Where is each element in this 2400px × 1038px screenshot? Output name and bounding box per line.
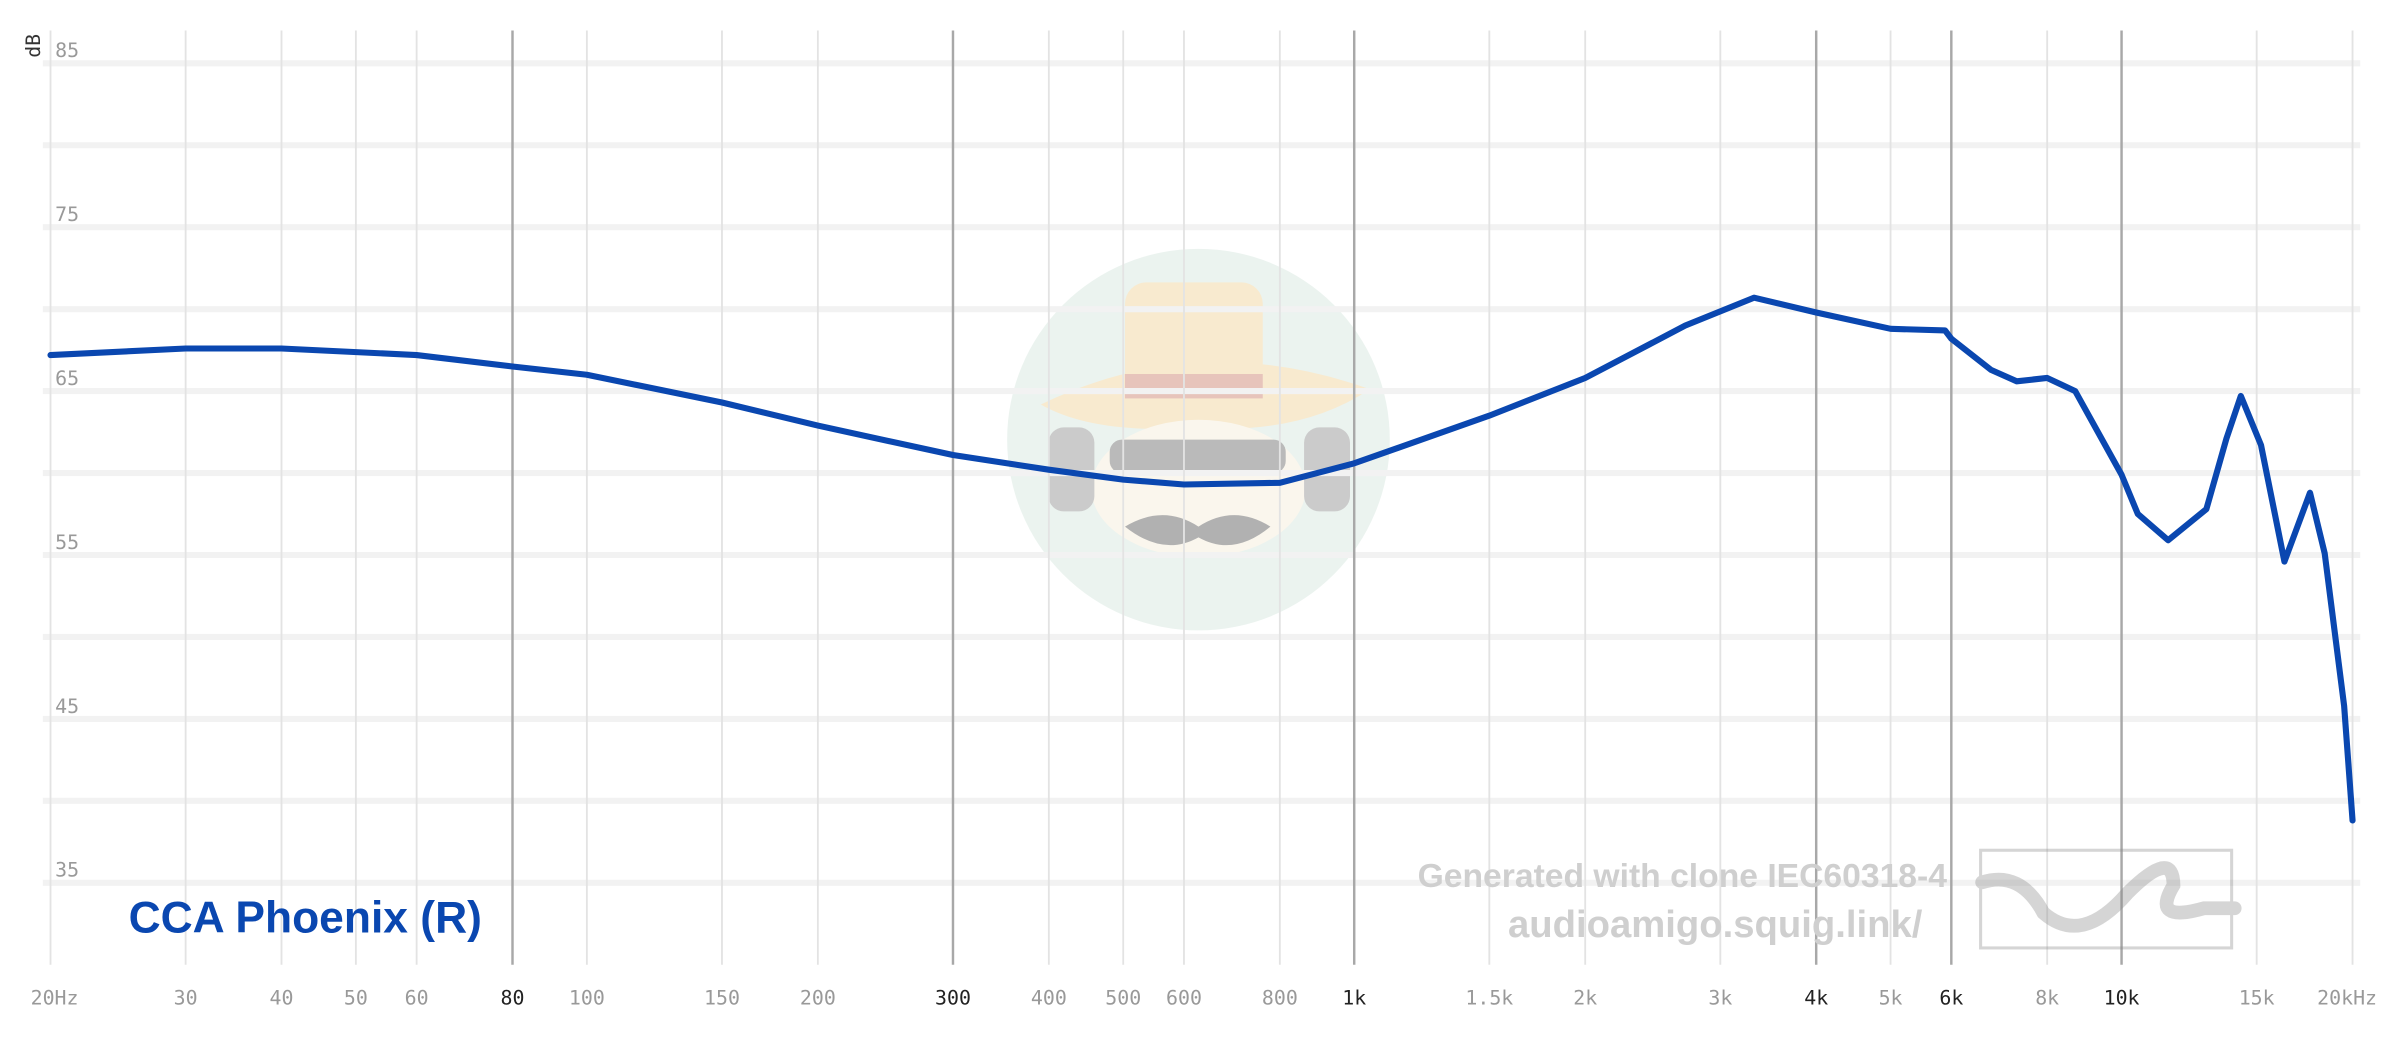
logo <box>1007 248 1390 631</box>
x-tick-label: 20kHz <box>2317 986 2377 1009</box>
x-tick-label: 80 <box>501 986 525 1009</box>
x-tick-label: 500 <box>1105 986 1141 1009</box>
x-tick-label: 300 <box>935 986 971 1009</box>
y-tick-label: 55 <box>55 531 79 554</box>
x-tick-label: 100 <box>569 986 605 1009</box>
x-tick-label: 1.5k <box>1465 986 1513 1009</box>
y-tick-label: 85 <box>55 39 79 62</box>
x-tick-label: 150 <box>704 986 740 1009</box>
y-tick-label: 75 <box>55 203 79 226</box>
watermark-line: Generated with clone IEC60318-4 <box>1418 858 1948 895</box>
x-tick-label: 10k <box>2104 986 2140 1009</box>
x-tick-label: 3k <box>1708 986 1732 1009</box>
series-line <box>47 294 2356 824</box>
x-tick-label: 15k <box>2239 986 2275 1009</box>
x-tick-label: 1k <box>1342 986 1366 1009</box>
x-tick-label: 6k <box>1939 986 1963 1009</box>
y-tick-label: 45 <box>55 695 79 718</box>
y-tick-label: 65 <box>55 367 79 390</box>
x-tick-label: 200 <box>800 986 836 1009</box>
legend-entry: CCA Phoenix (R) <box>129 894 482 943</box>
x-tick-label: 2k <box>1573 986 1597 1009</box>
grid <box>42 30 2361 965</box>
x-tick-label: 4k <box>1804 986 1828 1009</box>
y-axis-label: dB <box>22 34 45 58</box>
wave-icon <box>1975 848 2242 950</box>
watermark-line: audioamigo.squig.link/ <box>1508 903 1923 946</box>
x-tick-label: 60 <box>405 986 429 1009</box>
x-tick-label: 5k <box>1879 986 1903 1009</box>
x-tick-label: 20Hz <box>31 986 79 1009</box>
x-tick-label: 8k <box>2035 986 2059 1009</box>
x-tick-label: 40 <box>270 986 294 1009</box>
x-tick-label: 50 <box>344 986 368 1009</box>
y-tick-label: 35 <box>55 859 79 882</box>
x-tick-label: 800 <box>1262 986 1298 1009</box>
x-tick-label: 30 <box>174 986 198 1009</box>
x-tick-label: 400 <box>1031 986 1067 1009</box>
x-tick-label: 600 <box>1166 986 1202 1009</box>
